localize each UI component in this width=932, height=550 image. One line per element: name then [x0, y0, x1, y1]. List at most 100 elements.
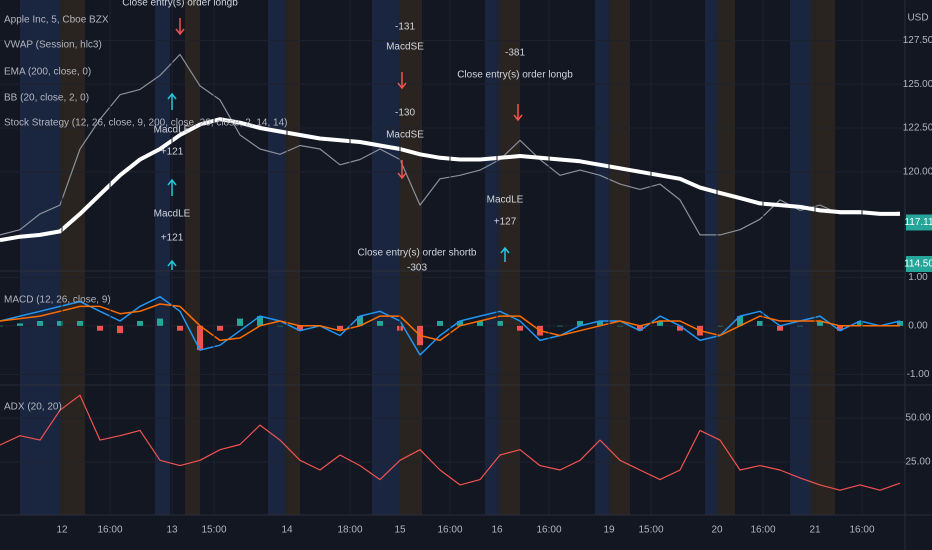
histogram-bar [237, 318, 243, 326]
annotation: Close entry(s) order shortb [358, 248, 477, 259]
annotation: -131 [395, 22, 415, 33]
y-tick-label: 1.00 [908, 272, 928, 283]
session-band [610, 0, 630, 515]
plot [0, 0, 905, 515]
histogram-bar [217, 325, 223, 331]
histogram-bar [677, 325, 683, 331]
x-tick-label: 16:00 [750, 525, 775, 536]
histogram-bar [257, 316, 263, 326]
histogram-bar [837, 325, 843, 331]
session-band [60, 0, 85, 515]
x-tick-label: 21 [809, 525, 821, 536]
histogram-bar [617, 325, 623, 327]
histogram-bar [57, 320, 63, 326]
histogram-bar [717, 325, 723, 327]
x-tick-label: 16:00 [536, 525, 561, 536]
x-tick-label: 15:00 [201, 525, 226, 536]
price-label-box [906, 214, 932, 231]
y-tick-label: 122.50 [903, 123, 932, 134]
y-tick-label: 125.00 [903, 79, 932, 90]
histogram-bar [777, 325, 783, 331]
currency: USD [907, 13, 928, 24]
histogram-bar [77, 320, 83, 326]
histogram-bar [297, 325, 303, 331]
session-band [500, 0, 520, 515]
x-tick-label: 12 [56, 525, 68, 536]
histogram-bar [897, 320, 903, 326]
y-tick-label: -1.00 [907, 369, 930, 380]
annotation: -381 [505, 48, 525, 59]
session-band [790, 0, 810, 515]
annotation: -303 [407, 263, 427, 274]
x-tick-label: 15:00 [638, 525, 663, 536]
histogram-bar [377, 320, 383, 326]
histogram-bar [557, 325, 563, 327]
histogram-bar [597, 320, 603, 326]
x-tick-label: 16 [491, 525, 503, 536]
annotation: MacdSE [386, 130, 424, 141]
annotation: Close entry(s) order longb [457, 70, 573, 81]
session-band [485, 0, 500, 515]
histogram-bar [637, 325, 643, 331]
histogram-bar [657, 320, 663, 326]
histogram-bar [797, 325, 803, 327]
annotation: +121 [161, 233, 184, 244]
indicator-label: EMA (200, close, 0) [4, 67, 91, 78]
session-band [595, 0, 610, 515]
y-tick-label: 0.00 [908, 320, 928, 331]
histogram-bar [17, 323, 23, 326]
indicator-label: VWAP (Session, hlc3) [4, 40, 102, 51]
session-band [285, 0, 300, 515]
histogram-bar [457, 320, 463, 326]
histogram-bar [437, 320, 443, 326]
price-label-box [906, 256, 932, 272]
histogram-bar [117, 325, 123, 334]
histogram-bar [357, 316, 363, 326]
y-tick-label: 50.00 [905, 413, 930, 424]
annotation: +127 [494, 217, 517, 228]
up-arrow [167, 92, 177, 110]
down-arrow [397, 160, 407, 180]
histogram-bar [137, 320, 143, 326]
annotation: MacdSE [386, 42, 424, 53]
indicator-label: Stock Strategy (12, 26, close, 9, 200, c… [4, 118, 288, 129]
x-tick-label: 15 [394, 525, 406, 536]
up-arrow [167, 259, 177, 270]
histogram-bar [97, 325, 103, 331]
x-tick-label: 14 [281, 525, 293, 536]
labels: Apple Inc, 5, Cboe BZX VWAP (Session, hl… [4, 0, 932, 536]
signal-arrows [167, 18, 523, 270]
x-tick-label: 13 [166, 525, 178, 536]
histogram-bar [857, 320, 863, 326]
session-band [185, 0, 200, 515]
down-arrow [397, 72, 407, 90]
histogram-bar [737, 316, 743, 326]
histogram-bar [157, 318, 163, 326]
annotation: -130 [395, 108, 415, 119]
session-band [372, 0, 400, 515]
x-tick-label: 16:00 [437, 525, 462, 536]
histogram-bar [277, 325, 283, 327]
histogram-bar [177, 325, 183, 331]
histogram-bar [0, 325, 3, 327]
annotation: MacdLE [154, 209, 191, 220]
histogram-bar [197, 325, 203, 351]
x-tick-label: 18:00 [337, 525, 362, 536]
annotation: MacdLE [487, 195, 524, 206]
session-band [718, 0, 735, 515]
session-band [400, 0, 422, 515]
indicator-label: BB (20, close, 2, 0) [4, 93, 89, 104]
up-arrow [167, 178, 177, 196]
x-tick-label: 19 [603, 525, 615, 536]
histogram-bar [37, 320, 43, 326]
x-tick-label: 20 [711, 525, 723, 536]
session-band [810, 0, 835, 515]
histogram-bar [757, 320, 763, 326]
histogram-bar [497, 320, 503, 326]
up-arrow [500, 246, 510, 262]
down-arrow [175, 18, 185, 36]
annotation: +121 [161, 147, 184, 158]
x-tick-label: 16:00 [849, 525, 874, 536]
histogram-bar [337, 325, 343, 331]
x-tick-label: 16:00 [97, 525, 122, 536]
